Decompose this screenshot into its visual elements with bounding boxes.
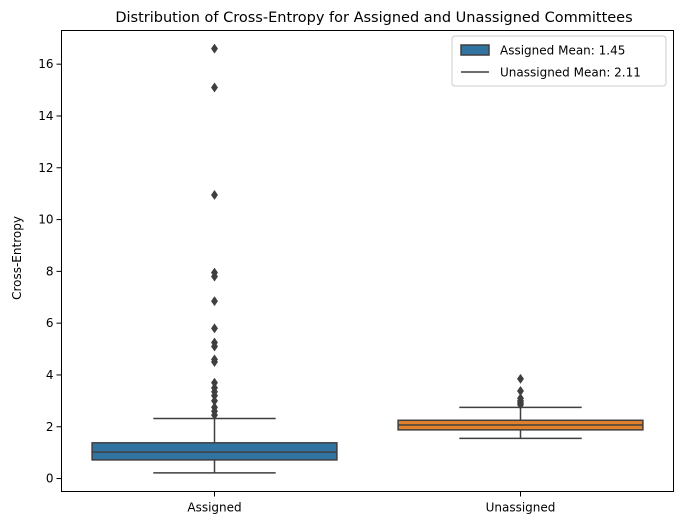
- legend-label: Assigned Mean: 1.45: [500, 44, 625, 58]
- legend: Assigned Mean: 1.45 Unassigned Mean: 2.11: [451, 35, 667, 87]
- y-tick-label: 0: [46, 472, 54, 486]
- y-tick-label: 6: [46, 316, 54, 330]
- outlier-point: [210, 43, 219, 54]
- plot-area: 0 2 4 6 8 10 12 14 16 Assigned Unassigned: [38, 43, 644, 515]
- outlier-point: [210, 337, 219, 348]
- y-tick-label: 10: [38, 213, 53, 227]
- outlier-point: [210, 296, 219, 307]
- outlier-point: [210, 323, 219, 334]
- outlier-point: [210, 395, 219, 406]
- outlier-point: [516, 385, 525, 397]
- outlier-point: [516, 393, 525, 404]
- outlier-point: [210, 354, 219, 365]
- y-tick-label: 8: [46, 264, 54, 278]
- y-tick-label: 2: [46, 420, 54, 434]
- plot-frame: [61, 30, 674, 492]
- legend-label: Unassigned Mean: 2.11: [500, 66, 641, 80]
- chart-title: Distribution of Cross-Entropy for Assign…: [115, 10, 632, 26]
- y-tick-label: 16: [38, 57, 53, 71]
- legend-swatch-assigned: [460, 44, 490, 56]
- y-axis-label: Cross-Entropy: [10, 216, 24, 300]
- legend-frame: [451, 35, 667, 87]
- y-tick-label: 12: [38, 161, 53, 175]
- outlier-point: [210, 377, 219, 388]
- x-tick-label: Unassigned: [486, 501, 556, 515]
- outlier-point: [210, 82, 219, 93]
- y-tick-label: 14: [38, 109, 53, 123]
- x-tick-label: Assigned: [187, 501, 241, 515]
- y-tick-label: 4: [46, 368, 54, 382]
- outlier-point: [210, 382, 219, 393]
- outlier-point: [210, 189, 219, 200]
- outlier-point: [210, 267, 219, 278]
- outlier-point: [210, 402, 219, 413]
- outlier-point: [516, 373, 525, 384]
- box-assigned: [91, 442, 338, 461]
